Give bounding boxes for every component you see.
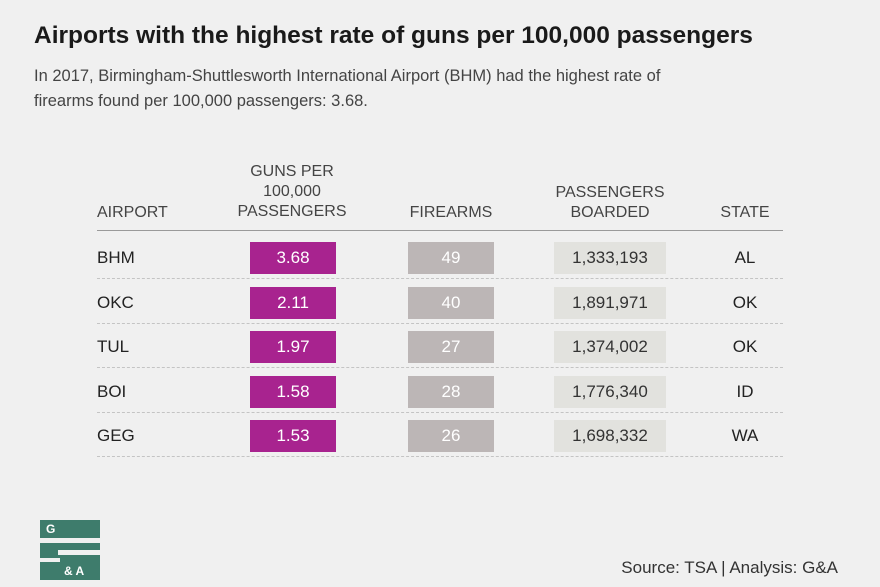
state-cell: AL [734,248,756,267]
header-passengers: PASSENGERS BOARDED [530,183,690,223]
header-guns-line2: 100,000 [263,183,321,200]
guns-rate-cell: 1.58 [250,375,336,408]
header-pass-line1: PASSENGERS [555,184,665,201]
firearms-cell: 49 [408,242,494,274]
table-row: TUL 1.97 27 1,374,002 OK [97,327,783,368]
table-row: GEG 1.53 26 1,698,332 WA [97,416,783,457]
state-cell: OK [732,292,758,312]
passengers-cell: 1,891,971 [554,286,666,319]
header-guns: GUNS PER 100,000 PASSENGERS [222,162,362,222]
firearms-cell: 26 [408,420,494,452]
airport-cell: TUL [97,337,130,356]
table-row: BHM 3.68 49 1,333,193 AL [97,238,783,279]
guns-rate-cell: 1.97 [250,331,336,363]
state-cell: WA [731,426,759,445]
passengers-cell: 1,374,002 [554,331,666,363]
airport-cell: GEG [97,426,135,445]
header-pass-line2: BOARDED [570,204,650,221]
table-row: BOI 1.58 28 1,776,340 ID [97,372,783,413]
guns-rate-cell: 3.68 [250,242,336,274]
header-guns-line3: PASSENGERS [237,203,347,220]
passengers-cell: 1,333,193 [554,242,666,274]
passengers-cell: 1,776,340 [554,375,666,408]
header-state: STATE [720,204,770,221]
firearms-cell: 40 [408,286,494,319]
airport-cell: BOI [97,381,127,401]
airport-cell: OKC [97,292,134,312]
logo-ampersand: & A [64,564,85,578]
header-rule [97,230,783,231]
header-guns-line1: GUNS PER [250,163,334,180]
state-cell: OK [732,337,758,356]
firearms-cell: 28 [408,375,494,408]
guns-rate-cell: 2.11 [250,286,336,319]
header-firearms: FIREARMS [409,204,493,221]
guns-rate-cell: 1.53 [250,420,336,452]
header-airport: AIRPORT [97,204,168,221]
chart-title: Airports with the highest rate of guns p… [34,22,753,49]
ga-logo: G & A [40,520,100,580]
source-note: Source: TSA | Analysis: G&A [621,558,838,577]
airport-cell: BHM [97,248,135,267]
table-row: OKC 2.11 40 1,891,971 OK [97,283,783,324]
state-cell: ID [736,381,754,401]
logo-letter: G [46,522,56,536]
passengers-cell: 1,698,332 [554,420,666,452]
firearms-cell: 27 [408,331,494,363]
chart-subtitle: In 2017, Birmingham-Shuttlesworth Intern… [34,67,661,110]
